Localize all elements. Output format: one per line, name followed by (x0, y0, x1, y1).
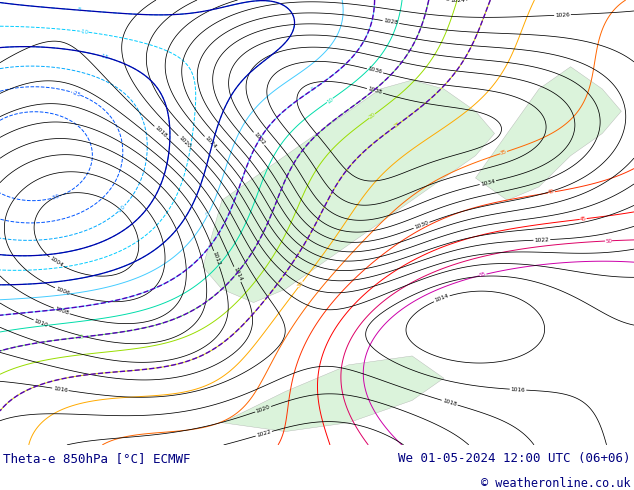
Text: 35: 35 (500, 149, 508, 156)
Text: Theta-e 850hPa [°C] ECMWF: Theta-e 850hPa [°C] ECMWF (3, 452, 191, 465)
Text: 1014: 1014 (434, 294, 450, 303)
Text: 1024: 1024 (450, 0, 465, 2)
Text: 45: 45 (579, 216, 587, 222)
Text: 1026: 1026 (555, 12, 570, 18)
Text: 1016: 1016 (510, 387, 526, 392)
Text: 1038: 1038 (367, 86, 383, 96)
Text: -5: -5 (77, 7, 82, 13)
Text: 30: 30 (297, 280, 305, 289)
Text: © weatheronline.co.uk: © weatheronline.co.uk (481, 477, 631, 490)
Text: 1016: 1016 (53, 386, 68, 393)
Text: 1020: 1020 (178, 135, 191, 149)
Text: -25: -25 (71, 90, 81, 98)
Text: 1020: 1020 (256, 404, 271, 414)
Text: 1030: 1030 (414, 220, 429, 230)
Text: 1018: 1018 (153, 125, 167, 139)
Text: 10: 10 (325, 97, 334, 104)
Text: 40: 40 (548, 189, 555, 196)
Text: 25: 25 (393, 121, 401, 129)
Text: 1010: 1010 (34, 318, 49, 328)
Text: -10: -10 (79, 29, 89, 35)
Text: -20: -20 (117, 203, 127, 214)
Text: 1022: 1022 (534, 237, 550, 243)
Text: 1006: 1006 (55, 286, 70, 296)
Text: 1008: 1008 (54, 306, 70, 316)
Text: 1036: 1036 (367, 67, 383, 75)
Text: 1028: 1028 (383, 18, 399, 25)
Text: We 01-05-2024 12:00 UTC (06+06): We 01-05-2024 12:00 UTC (06+06) (398, 452, 631, 465)
Polygon shape (203, 80, 495, 302)
Text: 1004: 1004 (49, 256, 64, 268)
Text: 1014: 1014 (232, 267, 243, 282)
Polygon shape (222, 356, 444, 432)
Text: -30: -30 (50, 194, 60, 201)
Text: 1032: 1032 (252, 131, 266, 146)
Text: 1024: 1024 (204, 136, 217, 150)
Text: 1034: 1034 (480, 178, 496, 187)
Text: 5: 5 (311, 86, 316, 92)
Text: 1012: 1012 (212, 251, 221, 267)
Text: 50: 50 (605, 238, 612, 244)
Text: 1022: 1022 (256, 429, 271, 438)
Text: -15: -15 (100, 53, 110, 60)
Text: 20: 20 (368, 112, 377, 120)
Text: 55: 55 (479, 271, 487, 278)
Text: 0: 0 (205, 211, 211, 217)
Text: 15: 15 (77, 334, 85, 340)
Polygon shape (476, 67, 621, 200)
Text: 1018: 1018 (442, 398, 458, 407)
